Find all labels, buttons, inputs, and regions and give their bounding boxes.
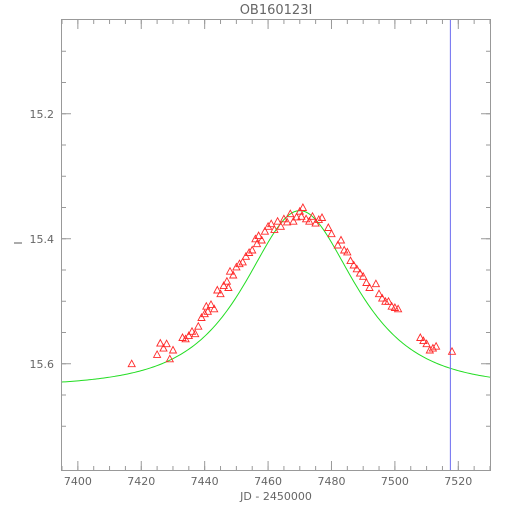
data-point: [254, 231, 263, 240]
data-point: [431, 341, 441, 350]
data-point: [279, 214, 289, 223]
data-point: [162, 339, 171, 348]
data-point: [228, 270, 238, 279]
data-point: [219, 281, 228, 290]
data-point: [159, 343, 168, 352]
data-point: [292, 212, 301, 221]
x-axis-label: JD - 2450000: [239, 490, 312, 503]
data-point: [190, 329, 200, 338]
data-point: [336, 235, 346, 244]
data-point: [184, 331, 194, 340]
data-point: [333, 240, 343, 249]
data-point: [343, 247, 352, 256]
data-point: [362, 278, 371, 286]
x-axis: 7400 7420 7440 7460 7480 7500 7520: [61, 20, 491, 488]
data-point: [286, 209, 295, 218]
data-point: [349, 260, 358, 269]
data-point: [339, 245, 349, 254]
data-point: [447, 346, 457, 355]
x-tick-label: 7500: [381, 475, 409, 488]
chart-title: OB160123I: [240, 3, 313, 18]
model-curve: [61, 210, 491, 383]
x-tick-label: 7440: [191, 475, 219, 488]
data-point: [266, 219, 276, 228]
data-point: [308, 211, 317, 220]
y-axis-label: I: [12, 241, 25, 244]
x-tick-label: 7480: [317, 475, 345, 488]
data-point: [235, 259, 244, 268]
data-point: [425, 345, 435, 354]
data-point: [200, 309, 209, 318]
data-point: [384, 296, 393, 305]
data-point: [197, 313, 206, 321]
data-point: [301, 214, 311, 223]
data-point: [289, 216, 298, 225]
data-points: [127, 203, 457, 368]
data-point: [273, 216, 282, 225]
y-tick-label: 15.6: [30, 358, 55, 371]
data-point: [317, 213, 327, 221]
data-point: [187, 326, 197, 335]
data-point: [168, 345, 178, 354]
data-point: [225, 266, 235, 275]
plot-frame: [61, 19, 491, 471]
y-axis: 15.2 15.4 15.6: [30, 50, 490, 427]
data-point: [206, 299, 216, 308]
x-tick-label: 7520: [444, 475, 472, 488]
data-point: [422, 339, 431, 348]
data-point: [419, 336, 428, 345]
data-point: [165, 354, 175, 363]
data-point: [365, 283, 374, 291]
data-point: [298, 203, 308, 211]
data-point: [213, 285, 222, 294]
data-point: [314, 214, 324, 223]
data-point: [358, 271, 368, 280]
data-point: [297, 211, 306, 220]
data-point: [257, 235, 266, 244]
data-point: [156, 338, 165, 347]
data-point: [276, 221, 286, 230]
data-point: [216, 289, 225, 298]
data-point: [377, 293, 387, 302]
data-point: [355, 268, 365, 277]
y-tick-label: 15.4: [30, 233, 55, 246]
data-point: [282, 217, 292, 226]
y-tick-label: 15.2: [30, 108, 55, 121]
data-point: [311, 218, 320, 227]
data-point: [393, 304, 403, 313]
data-point: [270, 224, 279, 233]
data-point: [327, 229, 336, 238]
data-point: [305, 216, 314, 225]
data-point: [152, 349, 162, 358]
data-point: [238, 257, 247, 266]
data-point: [244, 248, 254, 256]
data-point: [260, 226, 270, 235]
data-point: [224, 283, 233, 291]
x-tick-label: 7420: [127, 475, 155, 488]
data-point: [346, 256, 355, 265]
data-point: [247, 245, 257, 254]
data-point: [352, 264, 362, 273]
x-tick-label: 7400: [64, 475, 92, 488]
x-tick-label: 7460: [254, 475, 282, 488]
data-point: [371, 279, 381, 288]
data-point: [222, 276, 232, 285]
data-point: [324, 223, 333, 231]
data-point: [416, 333, 425, 341]
data-point: [374, 289, 384, 298]
data-point: [428, 343, 438, 352]
data-point: [241, 251, 251, 260]
data-point: [194, 321, 203, 330]
data-point: [209, 304, 219, 313]
data-point: [263, 221, 273, 230]
data-point: [127, 359, 136, 368]
data-point: [203, 306, 213, 315]
